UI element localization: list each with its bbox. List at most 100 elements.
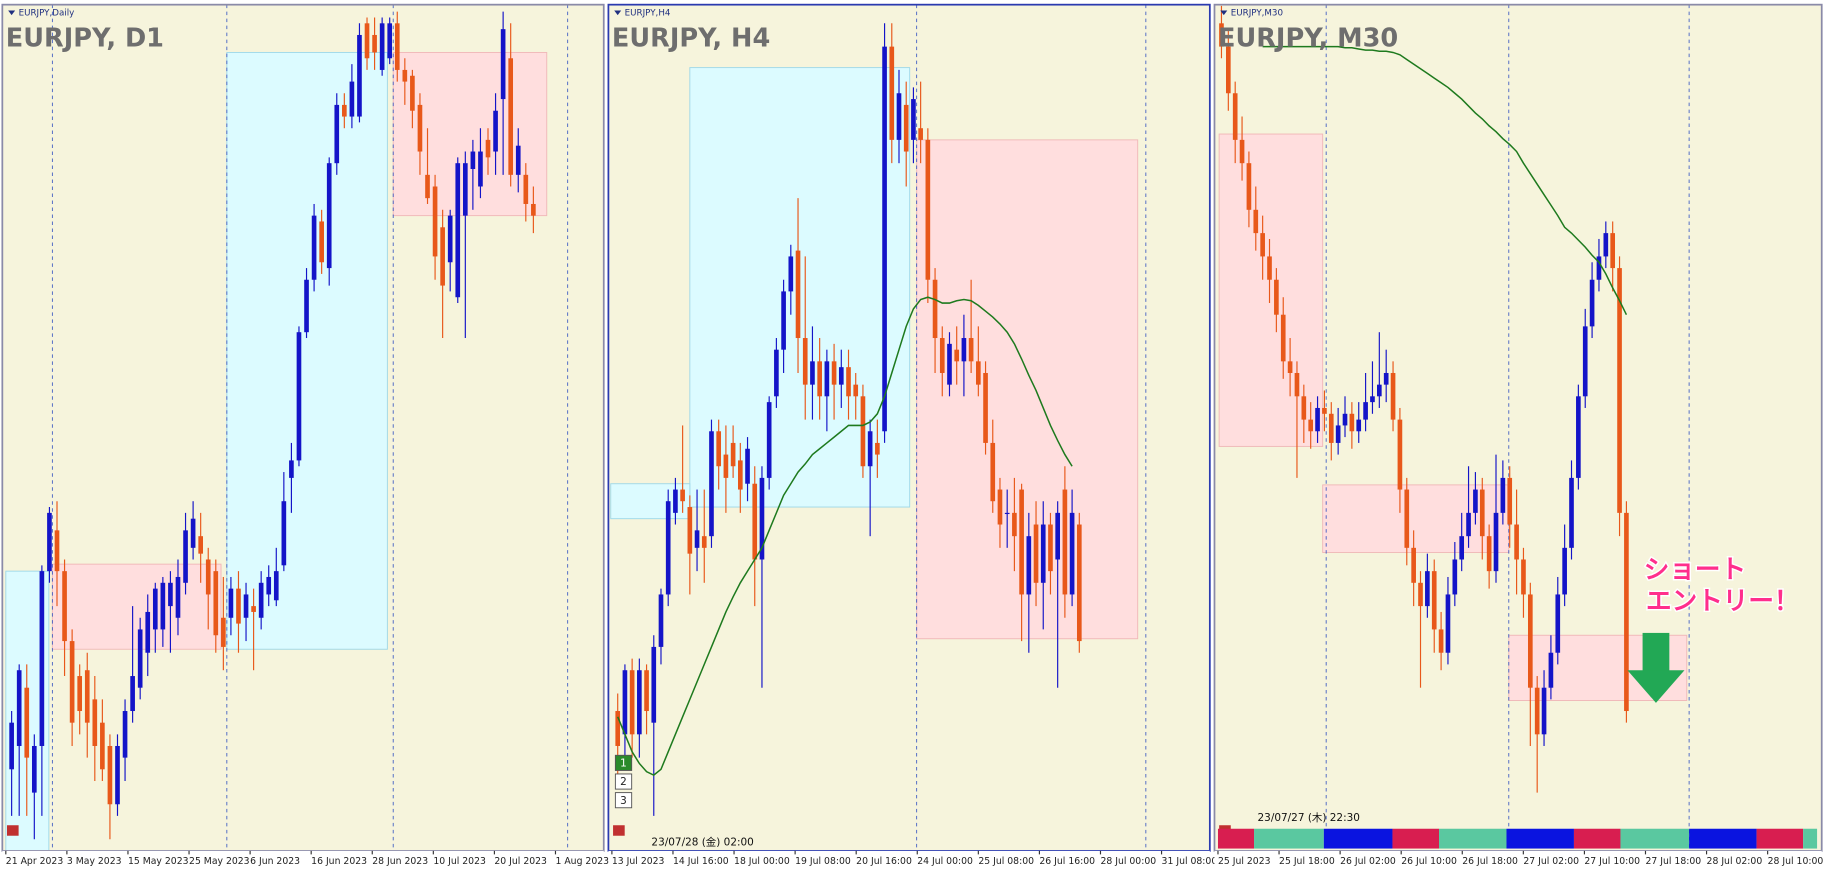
time-tick-label: 26 Jul 16:00	[1039, 856, 1095, 867]
arrow-head	[1627, 670, 1685, 703]
time-tick-label: 26 Jul 02:00	[1340, 856, 1396, 867]
session-bar	[1573, 828, 1621, 849]
candle-body	[1274, 279, 1279, 315]
chart-panel: EURJPY,M30 EURJPY, M30 25 Jul 2023 25 Jul 1…	[1213, 3, 1823, 873]
time-tick-label: 20 Jul 2023	[494, 856, 547, 867]
candle-body	[644, 670, 649, 712]
candle-body	[296, 332, 302, 461]
candle-body	[882, 46, 887, 432]
candle-body	[860, 396, 866, 467]
cursor-timestamp: 23/07/27 (木) 22:30	[1258, 812, 1360, 824]
candle-body	[1603, 233, 1609, 257]
candle-body	[266, 576, 272, 595]
candle-body	[311, 215, 317, 280]
candle-body	[1514, 524, 1519, 560]
candle-body	[493, 110, 498, 152]
candle-body	[990, 442, 996, 502]
candle-body	[1438, 629, 1444, 653]
candle-body	[236, 588, 241, 624]
candle-body	[1315, 407, 1320, 432]
time-tick-label: 3 May 2023	[67, 856, 122, 867]
candle-body	[122, 711, 128, 758]
candle-body	[961, 338, 967, 362]
candle-body	[788, 256, 794, 292]
candle-body	[470, 151, 476, 170]
time-tick-label: 16 Jun 2023	[311, 856, 367, 867]
candle-body	[1445, 594, 1451, 653]
timeframe-button[interactable]	[614, 754, 633, 771]
candle-body	[701, 536, 707, 548]
candle-body	[1219, 23, 1224, 47]
chart-title: EURJPY, H4	[612, 24, 770, 54]
time-tick-label: 14 Jul 16:00	[673, 856, 729, 867]
candle-body	[39, 571, 45, 746]
candle-body	[485, 139, 491, 158]
candle-body	[349, 81, 355, 117]
candle-body	[1376, 384, 1382, 397]
candle-body	[1541, 687, 1547, 735]
candle-body	[615, 711, 621, 746]
candle-body	[838, 367, 844, 385]
candle-body	[379, 23, 385, 70]
arrow-shaft	[1642, 632, 1670, 672]
time-tick-label: 25 Jul 18:00	[1279, 856, 1335, 867]
candle-body	[687, 507, 693, 554]
moving-average	[1262, 45, 1628, 316]
candle-body	[1322, 407, 1327, 414]
time-tick-label: 27 Jul 02:00	[1523, 856, 1579, 867]
candle-body	[925, 139, 931, 280]
candle-body	[364, 23, 370, 59]
timeframe-button-label[interactable]: 2	[620, 776, 627, 788]
symbol-arrow	[614, 10, 622, 16]
candle-body	[402, 69, 408, 82]
candle-body	[152, 588, 158, 630]
candle-body	[1404, 489, 1410, 548]
candle-body	[947, 343, 952, 385]
candle-body	[1521, 559, 1526, 595]
candle-body	[1582, 326, 1588, 397]
timeframe-button-label[interactable]: 3	[620, 795, 627, 807]
timeframe-button[interactable]	[614, 773, 633, 790]
candle-body	[903, 104, 909, 152]
time-tick-label: 26 Jul 10:00	[1401, 856, 1457, 867]
candle-body	[1569, 477, 1574, 548]
time-axis	[1214, 850, 1822, 873]
candle-body	[289, 460, 294, 478]
candle-body	[168, 582, 173, 607]
timeframe-button[interactable]	[614, 792, 633, 809]
candle-body	[1370, 396, 1375, 403]
candle-body	[62, 571, 67, 642]
candle-body	[508, 58, 514, 175]
chart-panel: EURJPY,H4 EURJPY, H4 13 Jul 2023 14 Jul 16:…	[607, 3, 1218, 873]
time-tick-label: 20 Jul 16:00	[856, 856, 912, 867]
candle-body	[1026, 536, 1032, 595]
candle-body	[183, 530, 188, 583]
candle-body	[1019, 489, 1024, 595]
candle-body	[342, 104, 347, 117]
moving-average	[617, 296, 1073, 777]
candle-body	[145, 611, 151, 653]
time-tick-label: 31 Jul 08:00	[1162, 856, 1218, 867]
time-tick-label: 27 Jul 18:00	[1645, 856, 1701, 867]
time-tick-label: 28 Jun 2023	[372, 856, 428, 867]
time-tick-label: 24 Jul 00:00	[917, 856, 973, 867]
chart-panel: EURJPY,Daily EURJPY, D1 21 Apr 2023 3 May 2…	[1, 3, 609, 873]
timeframe-button-label[interactable]: 1	[620, 757, 627, 769]
time-tick-label: 19 Jul 08:00	[795, 856, 851, 867]
candle-body	[515, 145, 521, 175]
candle-body	[983, 372, 988, 443]
candle-body	[1411, 547, 1416, 583]
candle-body	[709, 431, 714, 537]
candle-body	[1328, 413, 1334, 443]
candle-body	[251, 606, 256, 612]
candle-body	[531, 203, 536, 216]
candle-body	[1280, 314, 1286, 362]
candle-body	[1260, 233, 1265, 257]
candle-body	[1383, 372, 1389, 385]
session-bar	[1689, 828, 1757, 849]
candle-body	[213, 571, 219, 636]
candle-body	[637, 670, 642, 735]
candle-body	[31, 745, 37, 793]
candle-body	[432, 186, 438, 257]
candle-body	[304, 279, 309, 333]
